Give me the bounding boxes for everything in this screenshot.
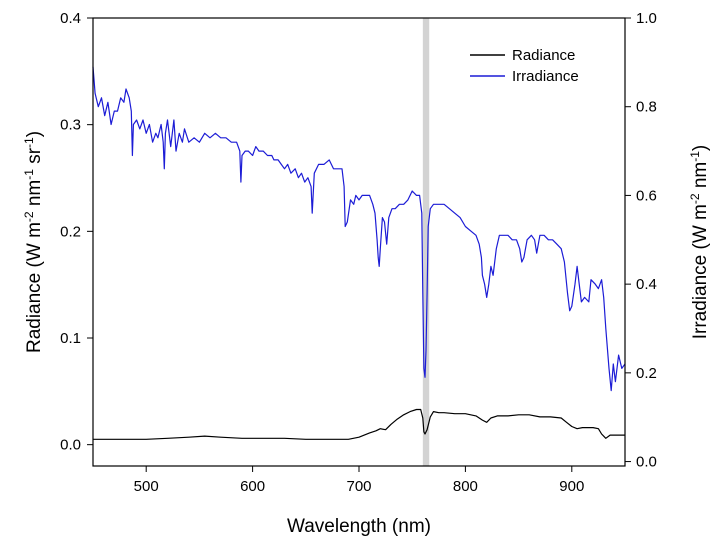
series-layer	[92, 66, 626, 440]
x-axis-title: Wavelength (nm)	[287, 516, 431, 537]
y-right-tick-label: 0.6	[636, 187, 657, 204]
x-tick-label: 600	[240, 478, 265, 495]
series-line-radiance	[93, 408, 625, 440]
x-tick-label: 900	[559, 478, 584, 495]
axis-title-text: nm	[690, 162, 710, 194]
axis-title-text: Radiance (W m	[24, 222, 45, 353]
y-axis-right: 0.0 0.2 0.4 0.6 0.8 1.0	[625, 10, 657, 471]
legend-label-radiance: Radiance	[512, 47, 575, 64]
x-tick-label: 700	[346, 478, 371, 495]
highlight-band	[422, 18, 430, 466]
axis-title-superscript: -1	[688, 151, 702, 162]
legend: Radiance Irradiance	[470, 47, 579, 85]
axis-title-text: )	[24, 131, 45, 137]
y-axis-left: 0.0 0.1 0.2 0.3 0.4	[60, 10, 93, 454]
axis-title-text: sr	[24, 147, 45, 169]
axis-title-superscript: -2	[688, 193, 702, 204]
axis-title-text: )	[690, 145, 710, 151]
y-axis-right-title: Irradiance (W m-2 nm-1)	[688, 145, 710, 340]
axis-title-superscript: -1	[22, 137, 36, 148]
y-axis-left-title: Radiance (W m-2 nm-1 sr-1)	[22, 131, 45, 353]
y-right-tick-label: 0.4	[636, 276, 657, 293]
y-left-tick-label: 0.4	[60, 10, 81, 27]
y-left-tick-label: 0.1	[60, 330, 81, 347]
axis-title-text: Irradiance (W m	[690, 204, 710, 339]
y-right-tick-label: 0.0	[636, 454, 657, 471]
x-tick-label: 500	[134, 478, 159, 495]
y-right-tick-label: 0.8	[636, 99, 657, 116]
axis-title-superscript: -2	[22, 211, 36, 222]
y-right-tick-label: 0.2	[636, 365, 657, 382]
axis-title-superscript: -1	[22, 169, 36, 180]
x-axis: 500 600 700 800 900	[134, 466, 584, 495]
axis-title-text: nm	[24, 180, 45, 212]
x-tick-label: 800	[453, 478, 478, 495]
legend-label-irradiance: Irradiance	[512, 68, 579, 85]
series-line-irradiance	[92, 66, 626, 392]
y-right-tick-label: 1.0	[636, 10, 657, 27]
y-left-tick-label: 0.0	[60, 437, 81, 454]
y-left-tick-label: 0.3	[60, 117, 81, 134]
y-left-tick-label: 0.2	[60, 223, 81, 240]
